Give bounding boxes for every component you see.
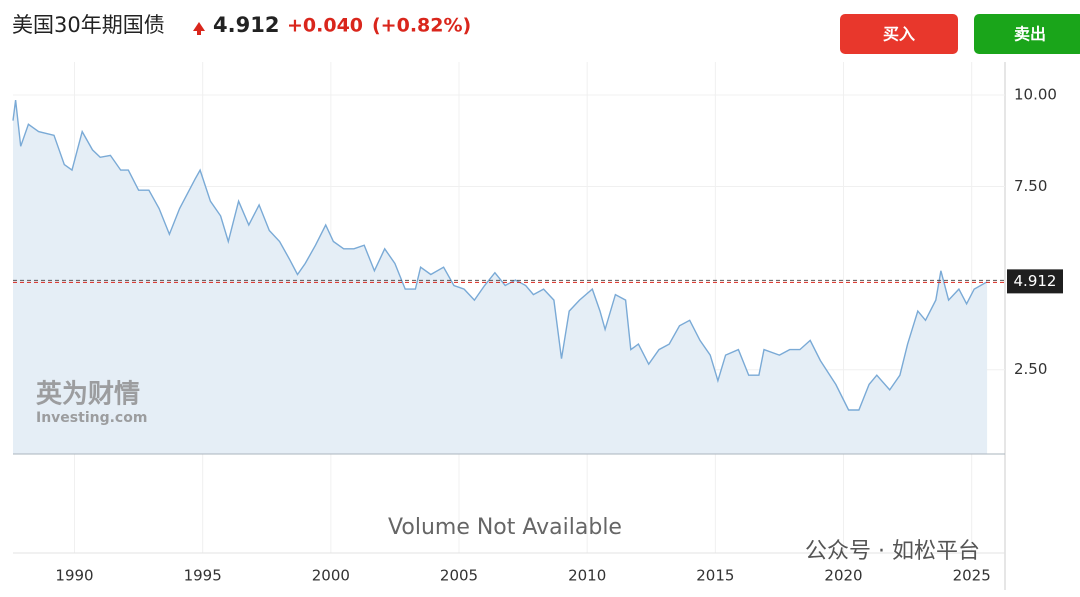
price-line (12, 100, 988, 411)
change: +0.040 (287, 15, 363, 37)
watermark-account: 公众号 · 如松平台 (805, 539, 980, 564)
x-tick-label: 2010 (568, 567, 606, 585)
price: 4.912 (213, 13, 279, 37)
area-fill (13, 100, 988, 454)
y-tick-label: 2.50 (1014, 360, 1047, 378)
up-arrow (193, 22, 205, 35)
watermark-site: Investing.com (36, 410, 147, 426)
x-tick-label: 2000 (312, 567, 350, 585)
buy-label: 买入 (883, 25, 915, 44)
last-price-label: 4.912 (1014, 272, 1057, 290)
y-tick-label: 7.50 (1014, 177, 1047, 195)
sell-button[interactable] (974, 14, 1080, 54)
x-tick-label: 2015 (696, 567, 734, 585)
sell-label: 卖出 (1014, 25, 1046, 44)
buy-button[interactable] (840, 14, 958, 54)
x-tick-label: 2005 (440, 567, 478, 585)
x-tick-label: 1995 (184, 567, 222, 585)
x-tick-label: 2020 (824, 567, 862, 585)
x-tick-label: 1990 (55, 567, 93, 585)
watermark-brand: 英为财情 (36, 380, 140, 410)
last-price-box (1007, 269, 1063, 294)
y-tick-label: 10.00 (1014, 85, 1057, 103)
instrument-title: 美国30年期国债 (12, 13, 165, 37)
volume-note: Volume Not Available (388, 515, 622, 540)
change-percent: (+0.82%) (372, 15, 471, 37)
x-tick-label: 2025 (953, 567, 991, 585)
